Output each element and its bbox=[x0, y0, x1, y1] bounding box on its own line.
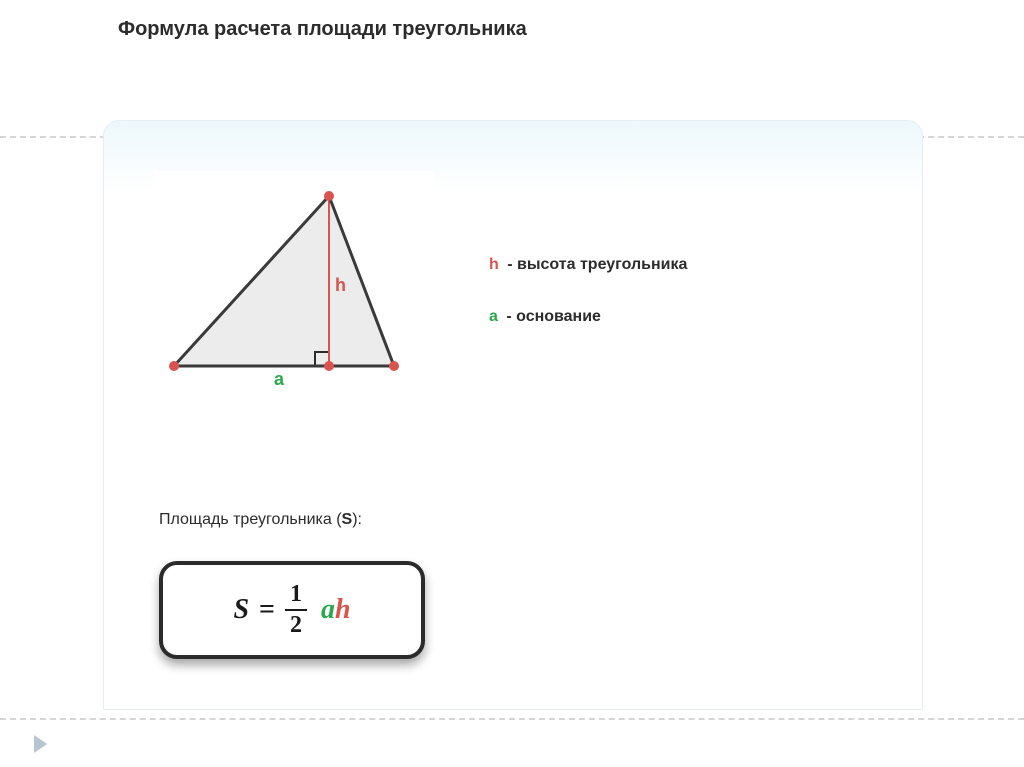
label-h: h bbox=[335, 275, 346, 295]
label-a: a bbox=[274, 369, 285, 389]
legend-var-a: a bbox=[489, 308, 498, 325]
altitude-foot-dot bbox=[324, 361, 334, 371]
legend-dash: - bbox=[502, 308, 516, 325]
area-label-symbol: S bbox=[342, 511, 353, 528]
legend-text-a: основание bbox=[516, 308, 601, 325]
formula-denominator: 2 bbox=[290, 613, 302, 638]
triangle-diagram: h a bbox=[154, 171, 434, 401]
area-label-suffix: ): bbox=[352, 511, 366, 528]
formula-ah: ah bbox=[317, 594, 351, 626]
triangle-svg: h a bbox=[154, 171, 434, 401]
fraction-line bbox=[285, 609, 307, 611]
legend-var-h: h bbox=[489, 256, 499, 273]
divider-bottom bbox=[0, 718, 1024, 720]
legend-row-h: h - высота треугольника bbox=[489, 256, 687, 274]
formula-fraction: 1 2 bbox=[285, 582, 307, 638]
vertex-dot bbox=[324, 191, 334, 201]
formula: S = 1 2 ah bbox=[233, 582, 350, 638]
next-slide-arrow-icon[interactable] bbox=[34, 735, 47, 753]
content-card: h a h - высота треугольника a - основани… bbox=[103, 120, 923, 710]
legend: h - высота треугольника a - основание bbox=[489, 256, 687, 360]
formula-eq: = bbox=[259, 594, 275, 626]
area-label-prefix: Площадь треугольника ( bbox=[159, 511, 342, 528]
formula-box: S = 1 2 ah bbox=[159, 561, 425, 659]
area-label: Площадь треугольника (S): bbox=[159, 511, 366, 529]
formula-numerator: 1 bbox=[290, 582, 302, 607]
vertex-dot bbox=[169, 361, 179, 371]
formula-S: S bbox=[233, 594, 249, 626]
formula-a: a bbox=[321, 594, 335, 625]
page: Формула расчета площади треугольника h a bbox=[0, 0, 1024, 767]
formula-h: h bbox=[335, 594, 351, 625]
legend-text-h: высота треугольника bbox=[517, 256, 687, 273]
legend-dash: - bbox=[503, 256, 517, 273]
vertex-dot bbox=[389, 361, 399, 371]
page-title: Формула расчета площади треугольника bbox=[118, 18, 527, 41]
legend-row-a: a - основание bbox=[489, 308, 687, 326]
